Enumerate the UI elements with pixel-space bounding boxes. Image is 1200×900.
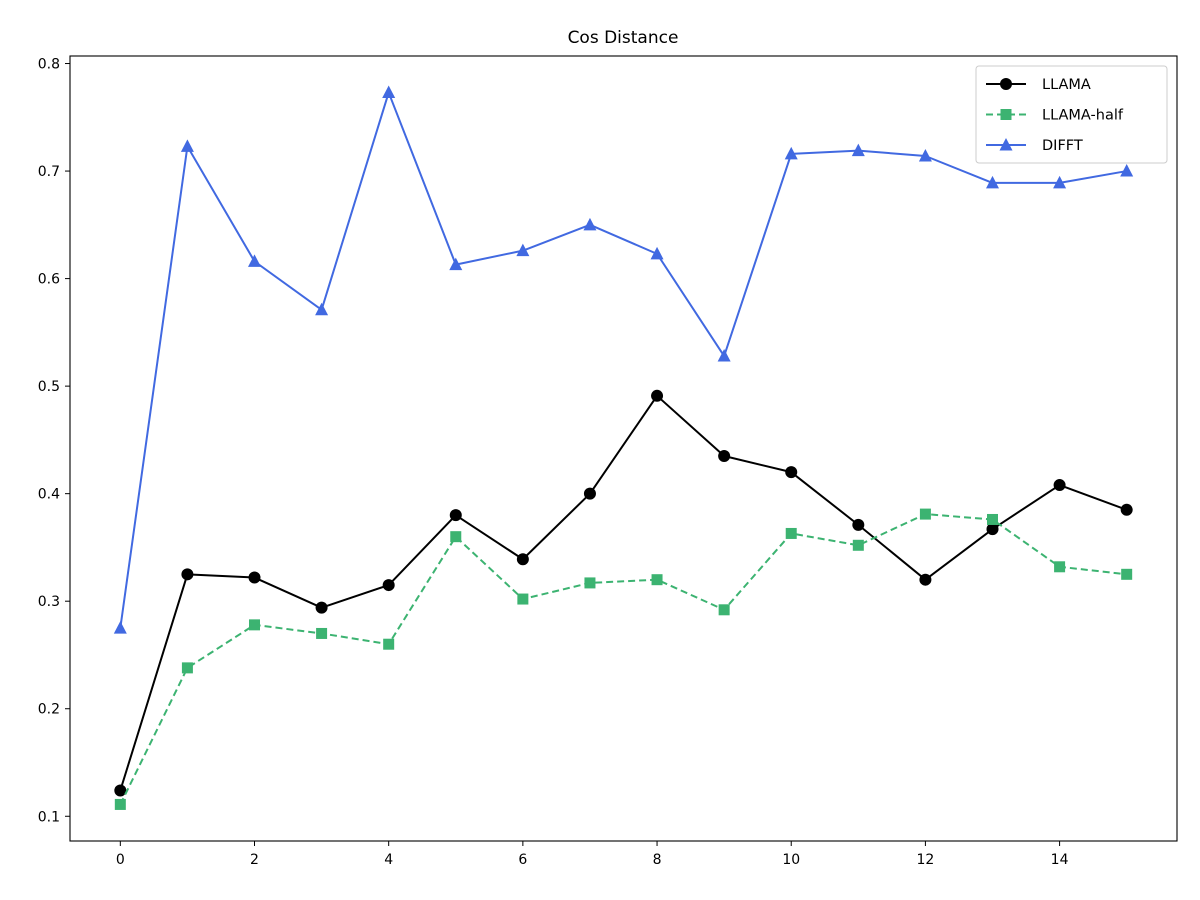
data-point-llama — [114, 784, 127, 797]
y-tick-label: 0.3 — [38, 594, 60, 610]
data-point-llama — [852, 518, 865, 531]
x-tick-label: 6 — [518, 852, 527, 868]
legend-marker — [999, 138, 1013, 151]
data-point-llama — [718, 450, 731, 463]
legend-label: LLAMA — [1042, 77, 1091, 93]
legend-item-llama: LLAMA — [986, 77, 1091, 93]
legend-item-llama-half: LLAMA-half — [986, 108, 1124, 124]
series-line-llama — [119, 394, 1128, 791]
data-point-difft — [1120, 164, 1134, 177]
data-point-llama — [248, 571, 261, 584]
data-point-difft — [382, 85, 396, 99]
y-tick-label: 0.4 — [38, 487, 60, 503]
data-point-llama-half — [987, 513, 998, 525]
data-point-llama-half — [517, 593, 529, 605]
data-point-llama-half — [584, 577, 596, 589]
data-point-difft — [449, 257, 463, 271]
chart-title: Cos Distance — [568, 28, 679, 48]
y-axis: 0.1 0.2 0.3 0.4 0.5 0.6 0.7 0.8 — [38, 57, 70, 825]
data-point-difft — [851, 143, 865, 157]
data-point-llama — [651, 389, 664, 402]
data-point-llama — [986, 523, 999, 536]
y-tick-label: 0.5 — [38, 379, 60, 395]
x-tick-label: 10 — [782, 852, 800, 868]
data-point-llama-half — [383, 638, 395, 650]
legend-label: LLAMA-half — [1042, 108, 1124, 124]
data-point-difft — [986, 175, 999, 189]
series-difft — [113, 85, 1134, 634]
data-point-llama — [1053, 479, 1066, 492]
x-tick-label: 4 — [384, 852, 393, 868]
data-point-difft — [315, 302, 329, 316]
y-tick-label: 0.2 — [38, 702, 60, 718]
x-tick-label: 2 — [250, 852, 259, 868]
data-point-llama-half — [1054, 561, 1066, 573]
data-point-difft — [113, 621, 127, 634]
series-line-llama-half — [119, 513, 1127, 805]
data-point-llama-half — [785, 527, 797, 539]
x-tick-label: 14 — [1051, 852, 1069, 868]
data-point-llama — [181, 568, 194, 581]
x-axis: 0 2 4 6 8 10 12 14 — [116, 841, 1069, 868]
data-point-llama-half — [1121, 568, 1133, 580]
legend-marker — [1000, 78, 1012, 90]
y-tick-label: 0.7 — [38, 164, 60, 180]
legend-marker — [1000, 109, 1012, 120]
data-point-difft — [784, 146, 798, 160]
data-point-llama — [785, 466, 798, 479]
series-layer — [113, 85, 1134, 810]
legend-label: DIFFT — [1042, 138, 1083, 154]
data-point-llama-half — [316, 627, 328, 639]
data-point-llama-half — [450, 531, 462, 543]
legend-box — [975, 65, 1168, 164]
y-tick-label: 0.1 — [38, 809, 60, 825]
data-point-llama — [583, 487, 596, 500]
x-tick-label: 12 — [916, 852, 934, 868]
data-point-difft — [180, 139, 194, 152]
data-point-difft — [918, 149, 932, 162]
data-point-difft — [583, 217, 597, 231]
x-tick-label: 8 — [653, 852, 662, 868]
data-point-llama-half — [919, 508, 931, 520]
data-point-llama — [919, 573, 932, 586]
data-point-llama-half — [718, 604, 730, 616]
legend: LLAMA LLAMA-half DIFFT — [975, 65, 1168, 164]
series-llama — [114, 389, 1133, 797]
data-point-llama-half — [249, 619, 260, 631]
plot-frame — [69, 55, 1178, 842]
y-tick-label: 0.8 — [38, 57, 60, 73]
data-point-difft — [248, 254, 261, 267]
data-point-llama — [516, 553, 529, 566]
legend-item-difft: DIFFT — [986, 138, 1083, 154]
data-point-llama — [449, 509, 462, 522]
x-tick-label: 0 — [116, 852, 125, 868]
data-point-llama — [315, 601, 328, 614]
series-llama-half — [114, 508, 1133, 810]
data-point-difft — [1053, 175, 1067, 189]
data-point-llama-half — [114, 798, 126, 810]
series-line-difft — [119, 91, 1127, 629]
data-point-llama-half — [651, 574, 663, 586]
data-point-difft — [650, 246, 664, 260]
data-point-difft — [717, 349, 731, 362]
y-tick-label: 0.6 — [38, 272, 60, 288]
data-point-llama-half — [181, 662, 193, 674]
data-point-difft — [516, 243, 530, 257]
data-point-llama — [382, 579, 395, 592]
data-point-llama — [1120, 503, 1133, 516]
data-point-llama-half — [852, 539, 864, 551]
